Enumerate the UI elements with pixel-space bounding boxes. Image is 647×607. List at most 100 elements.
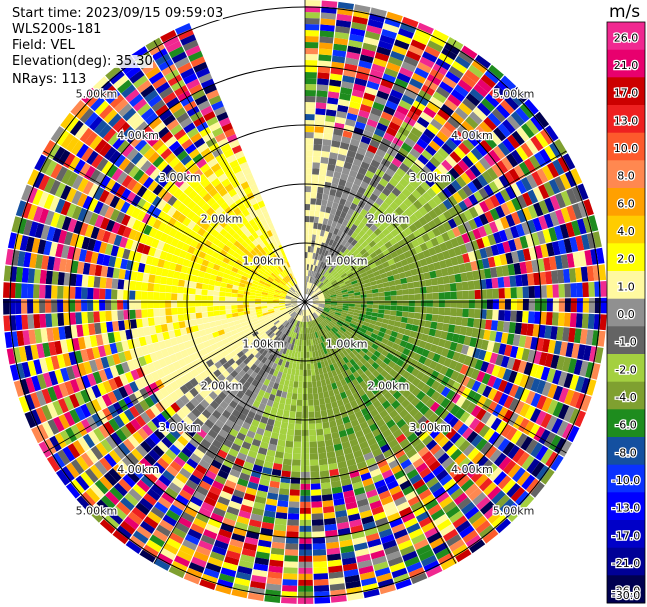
gate-cell-1947 — [483, 428, 496, 442]
gate-cell-3887 — [198, 329, 207, 337]
gate-cell-2264 — [339, 358, 346, 366]
gate-cell-1026 — [559, 173, 572, 190]
gate-cell-4793 — [107, 132, 121, 146]
gate-cell-850 — [394, 234, 403, 243]
gate-cell-383 — [399, 67, 414, 78]
gate-cell-2064 — [335, 332, 342, 339]
gate-cell-1565 — [583, 345, 592, 361]
gate-cell-4393 — [104, 243, 114, 256]
gate-cell-3183 — [171, 560, 188, 573]
gate-cell-1935 — [426, 387, 436, 398]
gate-cell-2989 — [300, 309, 303, 316]
gate-cell-888 — [342, 275, 349, 281]
gate-cell-964 — [484, 197, 495, 211]
gate-cell-2615 — [321, 415, 329, 423]
gate-cell-4743 — [104, 146, 117, 161]
gate-cell-3972 — [273, 306, 280, 309]
gate-cell-2218 — [352, 371, 360, 379]
gate-cell-2616 — [322, 421, 330, 429]
gate-cell-3482 — [280, 319, 287, 325]
gate-cell-779 — [506, 115, 521, 130]
gate-cell-2187 — [421, 451, 434, 462]
gate-cell-2632 — [336, 515, 349, 524]
gate-cell-4253 — [57, 272, 65, 286]
gate-cell-1925 — [378, 353, 386, 362]
gate-cell-3759 — [101, 393, 113, 407]
gate-cell-4874 — [198, 188, 208, 198]
gate-cell-3525 — [85, 487, 100, 503]
gate-cell-88 — [318, 54, 332, 62]
gate-cell-250 — [315, 259, 320, 266]
gate-cell-3773 — [292, 305, 298, 308]
gate-cell-27 — [305, 126, 315, 133]
gate-cell-1877 — [386, 352, 395, 361]
gate-cell-4169 — [267, 299, 274, 302]
gate-cell-21 — [305, 162, 313, 169]
gate-cell-287 — [376, 46, 392, 56]
gate-cell-1398 — [468, 299, 475, 309]
gate-cell-2643 — [345, 580, 362, 589]
gate-cell-4168 — [273, 299, 280, 302]
gate-cell-4198 — [93, 288, 100, 300]
gate-cell-186 — [345, 57, 359, 66]
gate-cell-2387 — [394, 496, 407, 507]
gate-cell-421 — [383, 132, 395, 142]
gate-cell-3352 — [219, 400, 229, 410]
gate-cell-1730 — [394, 337, 402, 346]
gate-cell-2301 — [452, 544, 469, 558]
gate-cell-1827 — [384, 345, 392, 353]
gate-cell-4406 — [28, 221, 39, 237]
gate-cell-11 — [305, 222, 310, 229]
gate-cell-4285 — [160, 276, 168, 285]
gate-cell-595 — [335, 258, 342, 265]
gate-cell-4457 — [21, 202, 32, 219]
gate-cell-1763 — [574, 410, 586, 428]
gate-cell-2628 — [332, 492, 344, 500]
gate-cell-2653 — [309, 351, 313, 358]
gate-cell-4683 — [151, 196, 162, 207]
gate-cell-3948 — [127, 339, 136, 350]
gate-cell-1664 — [580, 377, 591, 394]
gate-cell-2680 — [323, 512, 336, 520]
gate-cell-4921 — [212, 192, 222, 202]
gate-cell-3910 — [65, 366, 76, 380]
gate-cell-102 — [308, 264, 312, 271]
gate-cell-1912 — [316, 309, 322, 315]
gate-cell-577 — [440, 103, 454, 116]
gate-cell-2415 — [337, 386, 345, 394]
gate-cell-3420 — [136, 479, 150, 493]
gate-cell-3890 — [181, 334, 190, 343]
gate-cell-2927 — [261, 521, 274, 530]
gate-cell-1365 — [564, 283, 571, 298]
gate-cell-4243 — [117, 279, 125, 290]
gate-cell-1325 — [325, 300, 331, 302]
gate-cell-2675 — [320, 482, 331, 490]
gate-cell-4983 — [170, 124, 183, 136]
gate-cell-1583 — [399, 322, 407, 329]
gate-cell-3852 — [121, 361, 131, 374]
gate-cell-1969 — [352, 339, 359, 347]
gate-cell-3209 — [225, 433, 236, 443]
gate-cell-1830 — [399, 353, 408, 362]
gate-cell-4860 — [257, 251, 264, 258]
gate-cell-2911 — [279, 427, 288, 435]
gate-cell-3153 — [252, 400, 261, 409]
gate-cell-3364 — [173, 456, 186, 468]
gate-cell-95 — [320, 12, 337, 20]
gate-cell-2596 — [363, 588, 380, 599]
gate-cell-362 — [351, 183, 360, 192]
gate-cell-725 — [474, 125, 488, 139]
gate-cell-558 — [375, 197, 384, 206]
gate-cell-3044 — [287, 343, 292, 350]
gate-cell-4630 — [167, 217, 177, 228]
gate-cell-4857 — [269, 264, 276, 271]
gate-cell-3778 — [264, 316, 271, 321]
gate-cell-681 — [484, 93, 500, 108]
gate-cell-2300 — [449, 539, 465, 552]
gate-cell-1852 — [512, 415, 525, 430]
gate-cell-119 — [319, 162, 328, 170]
gate-cell-4678 — [177, 213, 187, 224]
gate-cell-4693 — [101, 161, 114, 175]
gate-cell-1597 — [480, 339, 489, 351]
gate-cell-820 — [479, 157, 491, 171]
